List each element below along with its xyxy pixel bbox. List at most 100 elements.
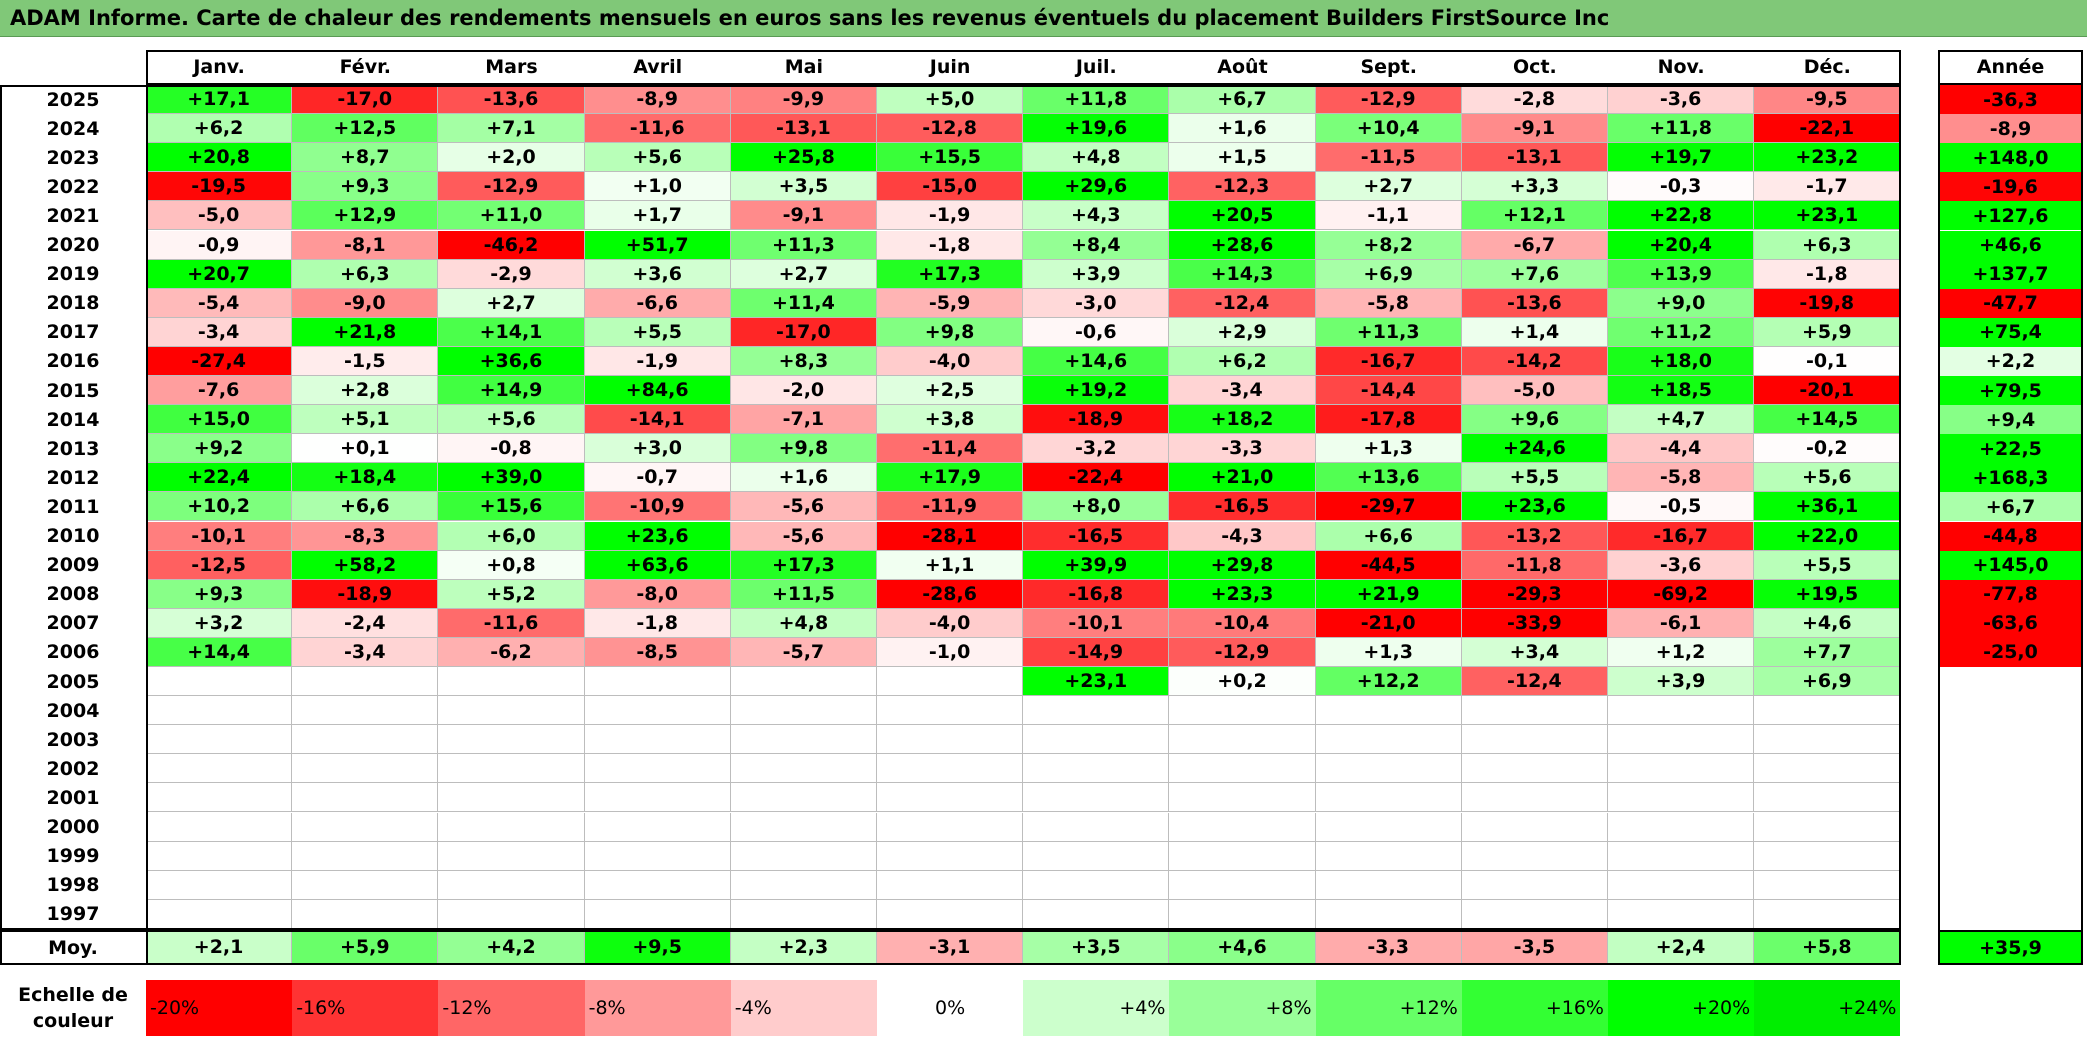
heatmap-cell: +6,2 <box>1169 346 1316 376</box>
heatmap-cell: -2,9 <box>438 259 585 289</box>
heatmap-cell <box>877 899 1024 929</box>
heatmap-cell: +4,6 <box>1754 608 1901 638</box>
color-scale-step: 0% <box>877 980 1024 1036</box>
heatmap-cell: +3,2 <box>146 608 293 638</box>
heatmap-cell: -21,0 <box>1315 608 1462 638</box>
heatmap-cell: +2,8 <box>292 376 439 406</box>
annual-cell: +75,4 <box>1938 317 2083 347</box>
color-scale-step: -8% <box>584 980 731 1036</box>
heatmap-cell: +51,7 <box>584 230 731 260</box>
heatmap-cell: -6,7 <box>1461 230 1608 260</box>
heatmap-cell: +5,5 <box>584 317 731 347</box>
heatmap-cell: -8,1 <box>292 230 439 260</box>
heatmap-cell: -12,4 <box>1461 667 1608 697</box>
heatmap-cell: -16,5 <box>1023 521 1170 551</box>
annual-cell: +22,5 <box>1938 434 2083 464</box>
heatmap-cell: +4,8 <box>1023 143 1170 173</box>
heatmap-cell: +3,9 <box>1608 667 1755 697</box>
heatmap-cell: +5,9 <box>1754 317 1901 347</box>
color-scale-step: -4% <box>730 980 877 1036</box>
month-header: Sept. <box>1315 50 1462 84</box>
year-label: 1998 <box>46 874 100 897</box>
heatmap-cell: +6,2 <box>146 114 293 144</box>
heatmap-cell: +15,5 <box>877 143 1024 173</box>
heatmap-cell: +1,3 <box>1315 637 1462 667</box>
heatmap-cell: +36,1 <box>1754 492 1901 522</box>
heatmap-cell: -2,4 <box>292 608 439 638</box>
heatmap-cell: -8,3 <box>292 521 439 551</box>
heatmap-cell: +3,9 <box>1023 259 1170 289</box>
heatmap-cell: -9,0 <box>292 288 439 318</box>
heatmap-cell <box>1608 725 1755 755</box>
annual-cell <box>1938 783 2083 813</box>
annual-cell: -44,8 <box>1938 521 2083 551</box>
heatmap-cell: -1,9 <box>584 346 731 376</box>
heatmap-cell: +8,0 <box>1023 492 1170 522</box>
heatmap-cell <box>1169 812 1316 842</box>
heatmap-cell <box>438 870 585 900</box>
heatmap-cell: +9,2 <box>146 434 293 464</box>
color-scale-step: -20% <box>146 980 293 1036</box>
month-header: Mars <box>438 50 585 84</box>
heatmap-cell: +8,2 <box>1315 230 1462 260</box>
average-cell: +2,4 <box>1608 931 1755 964</box>
heatmap-cell <box>1754 696 1901 726</box>
heatmap-cell: +21,0 <box>1169 463 1316 493</box>
heatmap-cell: +7,6 <box>1461 259 1608 289</box>
annual-cell: +145,0 <box>1938 550 2083 580</box>
heatmap-cell: +22,0 <box>1754 521 1901 551</box>
heatmap-cell: -12,4 <box>1169 288 1316 318</box>
year-label: 2010 <box>46 525 100 548</box>
color-scale-step: +8% <box>1169 980 1316 1036</box>
heatmap-cell: +1,5 <box>1169 143 1316 173</box>
average-cell: -3,3 <box>1315 931 1462 964</box>
heatmap-cell: +13,6 <box>1315 463 1462 493</box>
heatmap-cell: +17,9 <box>877 463 1024 493</box>
heatmap-cell <box>1169 870 1316 900</box>
heatmap-cell: +9,3 <box>292 172 439 202</box>
heatmap-cell: +7,1 <box>438 114 585 144</box>
annual-cell <box>1938 754 2083 784</box>
average-cell: +3,5 <box>1023 931 1170 964</box>
heatmap-cell: +9,6 <box>1461 405 1608 435</box>
annual-cell: +2,2 <box>1938 346 2083 376</box>
heatmap-cell <box>146 870 293 900</box>
heatmap-cell: +25,8 <box>730 143 877 173</box>
heatmap-cell: -11,8 <box>1461 550 1608 580</box>
heatmap-cell: -3,4 <box>292 637 439 667</box>
heatmap-cell <box>146 812 293 842</box>
heatmap-cell: -0,9 <box>146 230 293 260</box>
heatmap-cell <box>146 667 293 697</box>
heatmap-cell: -12,9 <box>438 172 585 202</box>
heatmap-cell: -0,6 <box>1023 317 1170 347</box>
heatmap-cell: -10,4 <box>1169 608 1316 638</box>
heatmap-cell: +1,6 <box>1169 114 1316 144</box>
heatmap-cell: +4,3 <box>1023 201 1170 231</box>
year-label: 1999 <box>46 845 100 868</box>
heatmap-cell <box>1023 696 1170 726</box>
heatmap-cell: -16,5 <box>1169 492 1316 522</box>
color-scale-step: +16% <box>1461 980 1608 1036</box>
heatmap-cell: -6,2 <box>438 637 585 667</box>
annual-cell <box>1938 725 2083 755</box>
heatmap-cell: +3,6 <box>584 259 731 289</box>
annual-cell: +168,3 <box>1938 463 2083 493</box>
heatmap-cell: -19,5 <box>146 172 293 202</box>
heatmap-cell <box>584 725 731 755</box>
heatmap-cell: -14,1 <box>584 405 731 435</box>
heatmap-cell: -1,8 <box>1754 259 1901 289</box>
heatmap-cell: +20,5 <box>1169 201 1316 231</box>
heatmap-cell: +17,3 <box>730 550 877 580</box>
heatmap-cell <box>730 754 877 784</box>
heatmap-cell: +6,7 <box>1169 85 1316 115</box>
heatmap-cell: -33,9 <box>1461 608 1608 638</box>
annual-cell: -36,3 <box>1938 85 2083 115</box>
heatmap-cell <box>1315 841 1462 871</box>
heatmap-cell: -1,0 <box>877 637 1024 667</box>
heatmap-cell: +9,3 <box>146 579 293 609</box>
title-bar: ADAM Informe. Carte de chaleur des rende… <box>0 0 2087 37</box>
heatmap-cell: +6,9 <box>1315 259 1462 289</box>
heatmap-cell: -9,5 <box>1754 85 1901 115</box>
heatmap-cell: +9,8 <box>877 317 1024 347</box>
annual-cell <box>1938 841 2083 871</box>
